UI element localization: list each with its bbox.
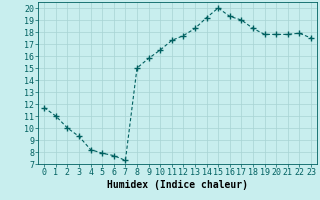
X-axis label: Humidex (Indice chaleur): Humidex (Indice chaleur): [107, 180, 248, 190]
